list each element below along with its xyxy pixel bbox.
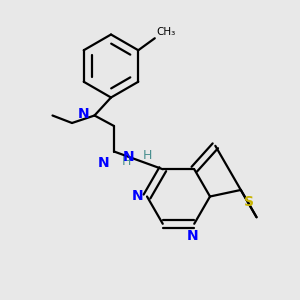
- Text: N: N: [132, 190, 143, 203]
- Text: N: N: [122, 150, 134, 164]
- Text: N: N: [187, 229, 199, 243]
- Text: H: H: [122, 155, 131, 168]
- Text: CH₃: CH₃: [156, 27, 176, 37]
- Text: S: S: [244, 195, 254, 209]
- Text: N: N: [77, 107, 89, 121]
- Text: H: H: [143, 149, 152, 162]
- Text: N: N: [98, 156, 109, 170]
